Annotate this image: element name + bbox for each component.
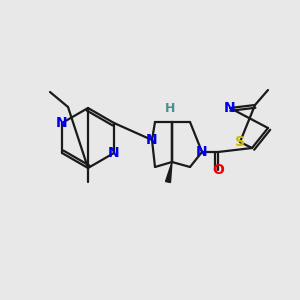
Text: N: N [56, 116, 68, 130]
Text: S: S [235, 135, 245, 149]
Text: O: O [212, 163, 224, 177]
Text: N: N [146, 133, 158, 147]
Text: N: N [108, 146, 120, 160]
Text: N: N [224, 101, 236, 115]
Polygon shape [166, 162, 172, 182]
Text: N: N [196, 145, 208, 159]
Text: H: H [165, 103, 175, 116]
